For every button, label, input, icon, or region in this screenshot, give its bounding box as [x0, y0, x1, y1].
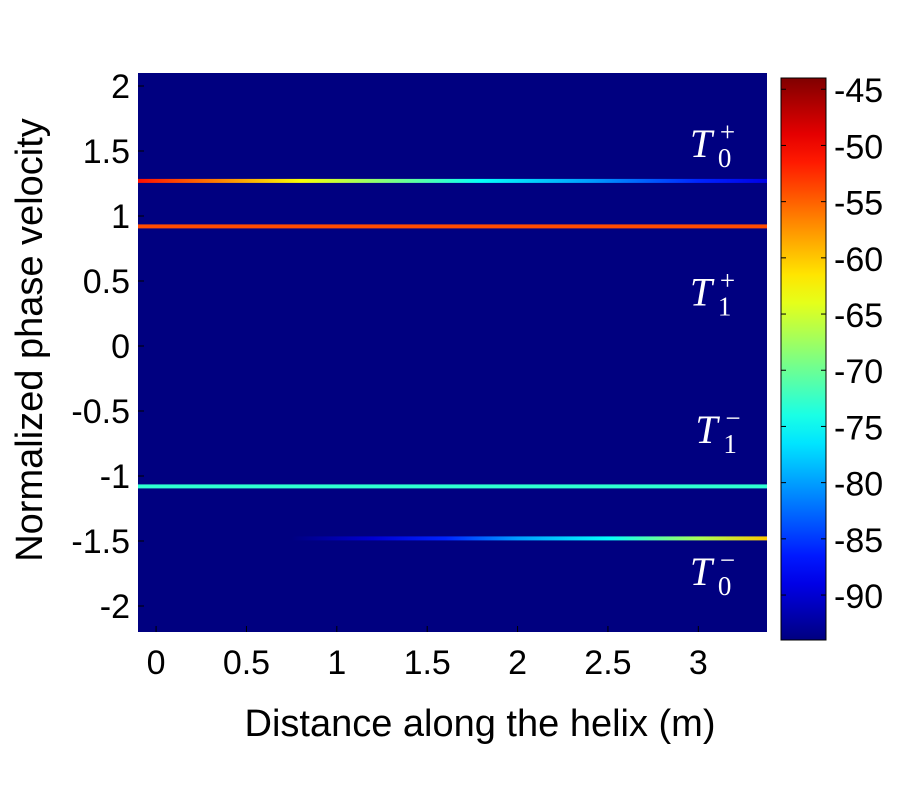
colorbar-tick-label: -45: [834, 72, 883, 110]
colorbar: -45 -50 -55 -60 -65 -70 -75 -80 -85 -90: [780, 72, 883, 641]
colorbar-tick-label: -55: [834, 185, 883, 223]
colorbar-tick-label: -90: [834, 578, 883, 616]
x-tick-label: 0: [147, 644, 166, 682]
mode-label-3: T −0: [690, 545, 735, 601]
mode-label-2: T −1: [695, 403, 740, 459]
colorbar-tick-label: -50: [834, 128, 883, 166]
y-axis-ticks: 2 1.5 1 0.5 0 -0.5 -1 -1.5 -2: [71, 68, 144, 626]
mode-line-2: [138, 484, 767, 489]
mode-line-3: [291, 536, 767, 541]
x-axis-ticks: 0 0.5 1 1.5 2 2.5 3: [147, 626, 708, 682]
x-tick-label: 1: [327, 644, 346, 682]
y-tick-label: 0: [111, 328, 130, 366]
colorbar-tick-label: -60: [834, 241, 883, 279]
mode-label-sub: 1: [723, 429, 737, 459]
x-tick-label: 1.5: [404, 644, 451, 682]
x-tick-label: 2: [508, 644, 527, 682]
y-tick-label: -0.5: [71, 393, 130, 431]
mode-label-sup: −: [725, 403, 740, 433]
mode-label-sub: 0: [718, 143, 732, 173]
mode-label-0: T +0: [690, 117, 735, 173]
y-tick-label: -1: [100, 458, 130, 496]
x-tick-label: 0.5: [223, 644, 270, 682]
mode-label-1: T +1: [690, 265, 735, 321]
colorbar-tick-label: -65: [834, 297, 883, 335]
mode-label-sup: −: [720, 545, 735, 575]
x-tick-label: 3: [689, 644, 708, 682]
colorbar-tick-label: -80: [834, 466, 883, 504]
mode-label-sub: 1: [718, 291, 732, 321]
heatmap-background: [138, 73, 767, 632]
mode-label-base: T: [690, 549, 715, 594]
y-tick-label: -2: [100, 588, 130, 626]
y-axis-label: Normalized phase velocity: [9, 118, 51, 562]
mode-line-0: [138, 178, 767, 183]
mode-lines: [138, 178, 767, 541]
y-tick-label: -1.5: [71, 523, 130, 561]
mode-label-base: T: [695, 407, 720, 452]
y-tick-label: 0.5: [83, 263, 130, 301]
mode-line-1: [138, 224, 767, 229]
mode-label-sub: 0: [718, 571, 732, 601]
mode-annotations: T +0T +1T −1T −0: [690, 117, 741, 601]
mode-label-sup: +: [720, 265, 735, 295]
colorbar-tick-label: -70: [834, 353, 883, 391]
colorbar-tick-label: -85: [834, 522, 883, 560]
mode-label-base: T: [690, 121, 715, 166]
x-tick-label: 2.5: [584, 644, 631, 682]
plot-area: [138, 73, 767, 632]
x-axis-label: Distance along the helix (m): [245, 703, 716, 745]
y-tick-label: 1.5: [83, 133, 130, 171]
colorbar-tick-label: -75: [834, 409, 883, 447]
colorbar-gradient: [780, 77, 827, 641]
mode-label-base: T: [690, 269, 715, 314]
y-tick-label: 2: [111, 68, 130, 106]
y-tick-label: 1: [111, 198, 130, 236]
mode-label-sup: +: [720, 117, 735, 147]
